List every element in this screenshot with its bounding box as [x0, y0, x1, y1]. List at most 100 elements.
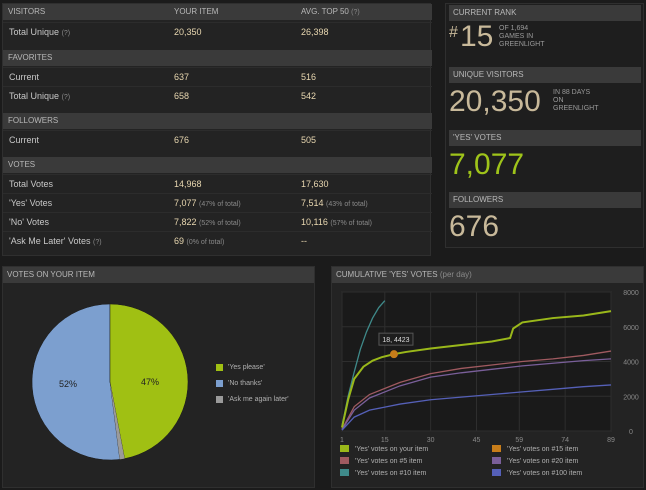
visitors-total-row: Total Unique (?) 20,350 26,398: [3, 22, 432, 42]
avg-value: 505: [301, 135, 317, 145]
avg-value: 542: [301, 91, 317, 101]
line-chart: 0 2000 4000 6000 8000 1 15 30 45 59 74 89 18, 4423 'Y…: [340, 290, 639, 477]
legend-swatch: [216, 395, 223, 403]
yes-votes-value: 7,077: [449, 148, 525, 181]
your-value: 637: [174, 72, 190, 82]
votes-total-row: Total Votes 14,968 17,630: [3, 174, 432, 194]
legend-swatch: [340, 445, 349, 452]
your-value: 20,350: [174, 27, 202, 37]
your-pct: (0% of total): [186, 239, 225, 246]
your-value: 7,822: [174, 217, 197, 227]
votes-header: VOTES: [8, 160, 36, 169]
x-tick-label: 1: [340, 437, 344, 444]
votes-no-row: 'No' Votes 7,822 (52% of total) 10,116 (…: [3, 212, 432, 232]
unique-visitors-header: UNIQUE VISITORS: [449, 67, 641, 83]
pie-slice-no[interactable]: [31, 303, 121, 461]
avg-value: 516: [301, 72, 317, 82]
rank-subtext: OF 1,694 GAMES IN GREENLIGHT: [499, 25, 545, 48]
x-tick-label: 59: [515, 437, 523, 444]
legend-swatch: [492, 445, 501, 452]
yes-votes-header: 'YES' VOTES: [449, 130, 641, 146]
x-tick-label: 15: [381, 437, 389, 444]
avg-value: 26,398: [301, 27, 329, 37]
avg-value: --: [301, 236, 307, 246]
your-item-header: YOUR ITEM: [174, 7, 219, 16]
avg-pct: (43% of total): [326, 201, 368, 208]
line-chart-header: CUMULATIVE 'YES' VOTES (per day): [332, 267, 643, 283]
row-label: Total Unique: [9, 27, 60, 37]
pie-legend: 'Yes please' 'No thanks' 'Ask me again l…: [216, 360, 289, 408]
highlight-point: [389, 350, 398, 359]
votes-later-row: 'Ask Me Later' Votes (?) 69 (0% of total…: [3, 231, 432, 251]
pie-panel: VOTES ON YOUR ITEM 52% 47% 'Yes please' …: [2, 266, 315, 488]
followers-header-row: FOLLOWERS: [3, 113, 432, 129]
visitors-subtext: IN 88 DAYS ON GREENLIGHT: [553, 89, 599, 112]
chart-subtitle: (per day): [439, 270, 472, 279]
avg-value: 7,514: [301, 198, 324, 208]
row-label: Current: [9, 72, 40, 82]
avg-value: 10,116: [301, 217, 328, 227]
x-tick-label: 30: [427, 437, 435, 444]
y-tick-label: 6000: [623, 325, 639, 332]
favorites-current-row: Current 637 516: [3, 67, 432, 87]
x-tick-label: 89: [607, 437, 615, 444]
pie-slice-later[interactable]: [110, 382, 125, 460]
your-value: 14,968: [174, 179, 202, 189]
row-label: Current: [9, 135, 40, 145]
help-link[interactable]: (?): [61, 30, 71, 37]
favorites-header: FAVORITES: [8, 53, 53, 62]
avg-top50-header: AVG. TOP 50 (?): [301, 7, 360, 16]
legend-swatch: [216, 379, 223, 387]
legend-label: 'Yes' votes on #20 item: [507, 458, 578, 465]
legend-item-later: 'Ask me again later': [216, 392, 289, 408]
followers-side-value: 676: [449, 210, 500, 243]
rank-hash: #: [449, 24, 458, 41]
avg-pct: (57% of total): [330, 220, 373, 227]
pie-label-no: 52%: [59, 379, 77, 389]
followers-current-row: Current 676 505: [3, 130, 432, 150]
legend-label: 'Yes' votes on your item: [355, 446, 428, 453]
x-tick-label: 45: [473, 437, 481, 444]
pie-slice-yes[interactable]: [109, 303, 189, 459]
rank-value: 15: [460, 20, 494, 53]
y-tick-label: 8000: [623, 290, 639, 297]
legend-label: 'Yes' votes on #100 item: [507, 470, 582, 477]
legend-swatch: [492, 469, 501, 476]
tooltip-box: [378, 332, 414, 346]
avg-help-link[interactable]: (?): [351, 9, 360, 16]
series-line: [341, 384, 612, 431]
legend-swatch: [216, 363, 223, 371]
pie-chart: 52% 47%: [31, 303, 189, 461]
rank-header: CURRENT RANK: [449, 5, 641, 21]
legend-item-yes: 'Yes please': [216, 360, 289, 376]
votes-header-row: VOTES: [3, 157, 432, 173]
row-label: 'No' Votes: [9, 217, 49, 227]
row-label: Total Unique: [9, 91, 60, 101]
unique-visitors-value: 20,350: [449, 85, 541, 118]
visitors-header-row: VISITORS YOUR ITEM AVG. TOP 50 (?): [3, 4, 432, 20]
row-label: Total Votes: [9, 179, 54, 189]
legend-label: 'Yes' votes on #5 item: [355, 458, 423, 465]
your-value: 658: [174, 91, 190, 101]
your-value: 7,077: [174, 198, 197, 208]
help-link[interactable]: (?): [61, 94, 71, 101]
tooltip-text: 18, 4423: [382, 337, 409, 344]
row-label: 'Ask Me Later' Votes: [9, 236, 91, 246]
followers-side-header: FOLLOWERS: [449, 192, 641, 208]
x-tick-label: 74: [561, 437, 569, 444]
chart-title: CUMULATIVE 'YES' VOTES: [336, 270, 438, 279]
legend-swatch: [492, 457, 501, 464]
series-line: [341, 300, 386, 426]
legend-label: 'Yes' votes on #15 item: [507, 446, 578, 453]
help-link[interactable]: (?): [93, 239, 102, 246]
avg-value: 17,630: [301, 179, 329, 189]
favorites-total-row: Total Unique (?) 658 542: [3, 86, 432, 106]
row-label: 'Yes' Votes: [9, 198, 53, 208]
your-pct: (52% of total): [199, 220, 241, 227]
y-tick-label: 2000: [623, 394, 639, 401]
favorites-header-row: FAVORITES: [3, 50, 432, 66]
votes-yes-row: 'Yes' Votes 7,077 (47% of total) 7,514 (…: [3, 193, 432, 213]
your-pct: (47% of total): [199, 201, 241, 208]
pie-header: VOTES ON YOUR ITEM: [3, 267, 314, 283]
legend-label: 'Yes' votes on #10 item: [355, 470, 426, 477]
